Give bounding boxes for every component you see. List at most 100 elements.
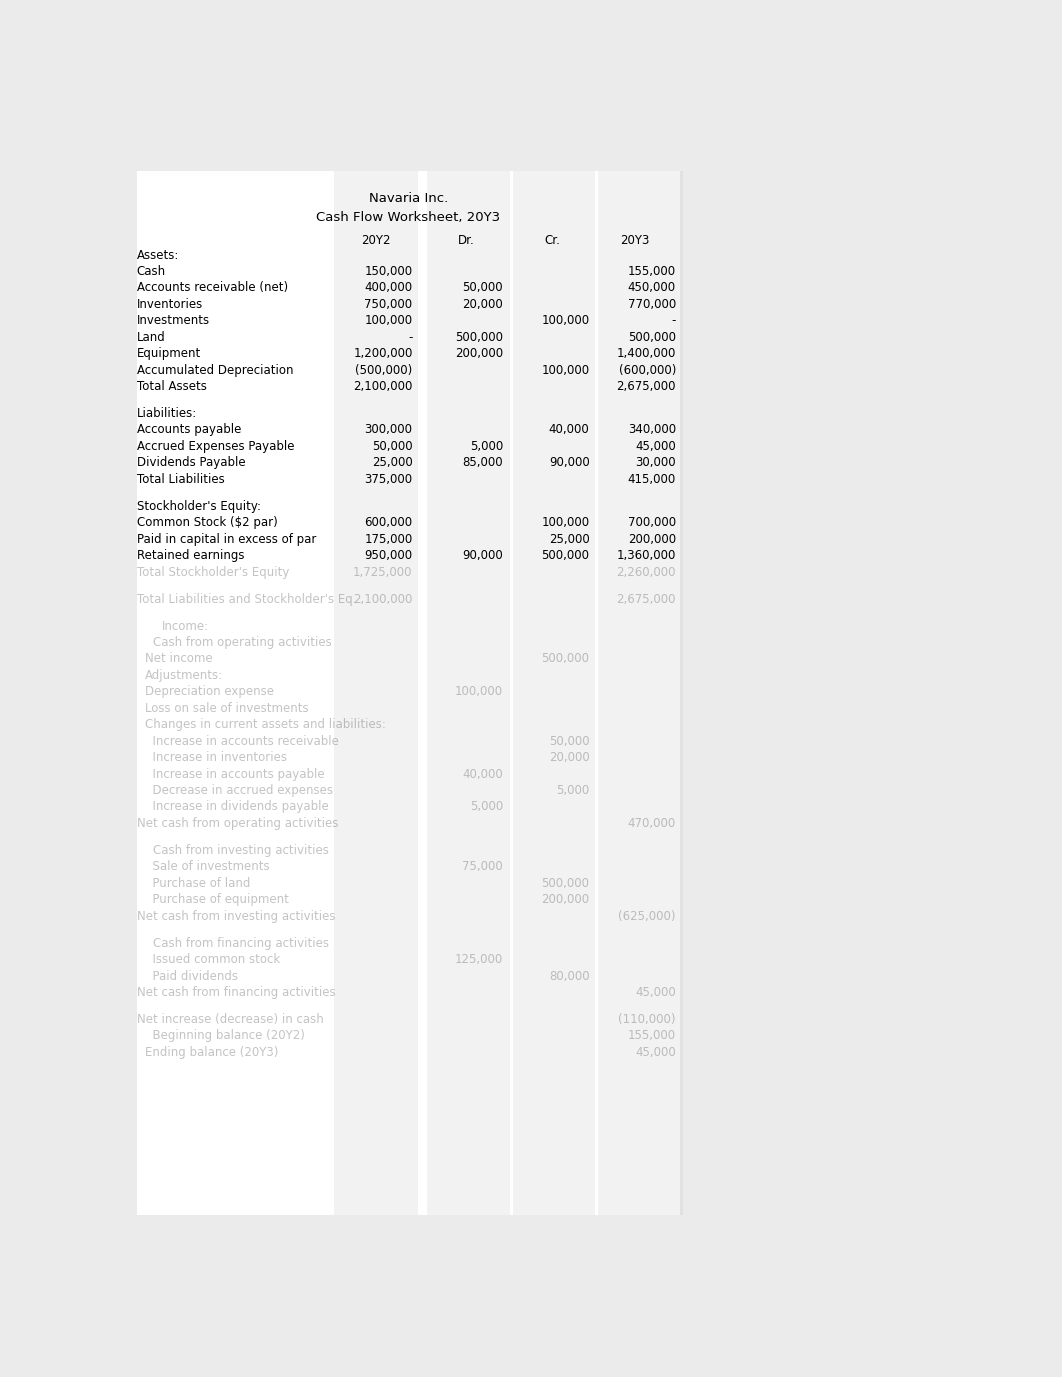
Text: 200,000: 200,000 <box>628 533 676 545</box>
Text: 1,400,000: 1,400,000 <box>617 347 676 361</box>
Text: 2,100,000: 2,100,000 <box>354 592 412 606</box>
Text: 90,000: 90,000 <box>462 549 503 562</box>
Text: 500,000: 500,000 <box>628 330 676 344</box>
Text: Ending balance (20Y3): Ending balance (20Y3) <box>145 1047 278 1059</box>
Text: -: - <box>408 330 412 344</box>
Text: Net increase (decrease) in cash: Net increase (decrease) in cash <box>137 1013 324 1026</box>
Text: Increase in inventories: Increase in inventories <box>145 750 287 764</box>
Text: 950,000: 950,000 <box>364 549 412 562</box>
Text: Accumulated Depreciation: Accumulated Depreciation <box>137 364 293 376</box>
Text: Increase in accounts receivable: Increase in accounts receivable <box>145 735 339 748</box>
Bar <box>335 171 418 1215</box>
Bar <box>137 171 680 1215</box>
Text: (625,000): (625,000) <box>618 910 676 923</box>
Text: Dr.: Dr. <box>458 234 475 246</box>
Text: Retained earnings: Retained earnings <box>137 549 244 562</box>
Text: Dividends Payable: Dividends Payable <box>137 456 245 470</box>
Text: Cash from operating activities: Cash from operating activities <box>153 636 332 649</box>
Text: Accrued Expenses Payable: Accrued Expenses Payable <box>137 439 294 453</box>
Text: (500,000): (500,000) <box>356 364 412 376</box>
Text: Purchase of equipment: Purchase of equipment <box>145 894 289 906</box>
Text: Liabilities:: Liabilities: <box>137 408 198 420</box>
Text: Equipment: Equipment <box>137 347 201 361</box>
Bar <box>427 171 510 1215</box>
Text: 20Y3: 20Y3 <box>620 234 650 246</box>
Text: 5,000: 5,000 <box>469 439 503 453</box>
Text: Net cash from investing activities: Net cash from investing activities <box>137 910 336 923</box>
Text: 375,000: 375,000 <box>364 472 412 486</box>
Text: 300,000: 300,000 <box>364 424 412 437</box>
Text: 50,000: 50,000 <box>462 281 503 295</box>
Text: Total Assets: Total Assets <box>137 380 207 392</box>
Text: 25,000: 25,000 <box>549 533 589 545</box>
Text: 770,000: 770,000 <box>628 297 676 311</box>
Text: 400,000: 400,000 <box>364 281 412 295</box>
Text: Depreciation expense: Depreciation expense <box>145 686 274 698</box>
Text: (110,000): (110,000) <box>618 1013 676 1026</box>
Text: 700,000: 700,000 <box>628 516 676 529</box>
Text: 80,000: 80,000 <box>549 969 589 983</box>
Text: Paid dividends: Paid dividends <box>145 969 238 983</box>
Text: Accounts receivable (net): Accounts receivable (net) <box>137 281 288 295</box>
Text: 2,260,000: 2,260,000 <box>616 566 676 578</box>
Text: 500,000: 500,000 <box>542 653 589 665</box>
Text: 100,000: 100,000 <box>542 516 589 529</box>
Text: Net cash from financing activities: Net cash from financing activities <box>137 986 336 998</box>
Text: Changes in current assets and liabilities:: Changes in current assets and liabilitie… <box>145 719 386 731</box>
Text: 500,000: 500,000 <box>542 877 589 890</box>
Text: 25,000: 25,000 <box>372 456 412 470</box>
Text: 1,200,000: 1,200,000 <box>354 347 412 361</box>
Text: 600,000: 600,000 <box>364 516 412 529</box>
Text: 5,000: 5,000 <box>469 800 503 814</box>
Text: 200,000: 200,000 <box>542 894 589 906</box>
Text: 75,000: 75,000 <box>462 861 503 873</box>
Text: 155,000: 155,000 <box>628 1030 676 1042</box>
Text: Land: Land <box>137 330 166 344</box>
Text: 45,000: 45,000 <box>635 1047 676 1059</box>
Text: 100,000: 100,000 <box>542 364 589 376</box>
Text: Total Stockholder's Equity: Total Stockholder's Equity <box>137 566 289 578</box>
Text: Cr.: Cr. <box>545 234 561 246</box>
Text: 150,000: 150,000 <box>364 264 412 278</box>
Text: 175,000: 175,000 <box>364 533 412 545</box>
Text: Net cash from operating activities: Net cash from operating activities <box>137 817 338 830</box>
Text: 2,100,000: 2,100,000 <box>354 380 412 392</box>
Text: (600,000): (600,000) <box>618 364 676 376</box>
Text: 2,675,000: 2,675,000 <box>616 380 676 392</box>
Text: Cash from financing activities: Cash from financing activities <box>153 936 329 950</box>
Text: 470,000: 470,000 <box>628 817 676 830</box>
Text: 500,000: 500,000 <box>456 330 503 344</box>
Text: Total Liabilities and Stockholder's Eq.: Total Liabilities and Stockholder's Eq. <box>137 592 357 606</box>
Text: Common Stock ($2 par): Common Stock ($2 par) <box>137 516 277 529</box>
Text: Accounts payable: Accounts payable <box>137 424 241 437</box>
Bar <box>598 171 683 1215</box>
Text: Investments: Investments <box>137 314 210 328</box>
Text: 30,000: 30,000 <box>635 456 676 470</box>
Text: 340,000: 340,000 <box>628 424 676 437</box>
Text: Inventories: Inventories <box>137 297 203 311</box>
Text: 40,000: 40,000 <box>462 767 503 781</box>
Bar <box>513 171 596 1215</box>
Text: 2,675,000: 2,675,000 <box>616 592 676 606</box>
Text: Loss on sale of investments: Loss on sale of investments <box>145 702 309 715</box>
Text: Increase in accounts payable: Increase in accounts payable <box>145 767 325 781</box>
Text: Cash from investing activities: Cash from investing activities <box>153 844 329 856</box>
Text: Decrease in accrued expenses: Decrease in accrued expenses <box>145 784 333 797</box>
Text: 750,000: 750,000 <box>364 297 412 311</box>
Text: Beginning balance (20Y2): Beginning balance (20Y2) <box>145 1030 305 1042</box>
Text: 415,000: 415,000 <box>628 472 676 486</box>
Text: 1,360,000: 1,360,000 <box>617 549 676 562</box>
Text: 1,725,000: 1,725,000 <box>353 566 412 578</box>
Text: 40,000: 40,000 <box>549 424 589 437</box>
Text: Cash Flow Worksheet, 20Y3: Cash Flow Worksheet, 20Y3 <box>316 211 500 224</box>
Text: 20,000: 20,000 <box>462 297 503 311</box>
Text: Issued common stock: Issued common stock <box>145 953 280 967</box>
Text: 85,000: 85,000 <box>462 456 503 470</box>
Text: Cash: Cash <box>137 264 166 278</box>
Text: 20Y2: 20Y2 <box>361 234 391 246</box>
Text: 100,000: 100,000 <box>364 314 412 328</box>
Text: 45,000: 45,000 <box>635 439 676 453</box>
Text: -: - <box>671 314 676 328</box>
Text: 125,000: 125,000 <box>455 953 503 967</box>
Text: Stockholder's Equity:: Stockholder's Equity: <box>137 500 261 512</box>
